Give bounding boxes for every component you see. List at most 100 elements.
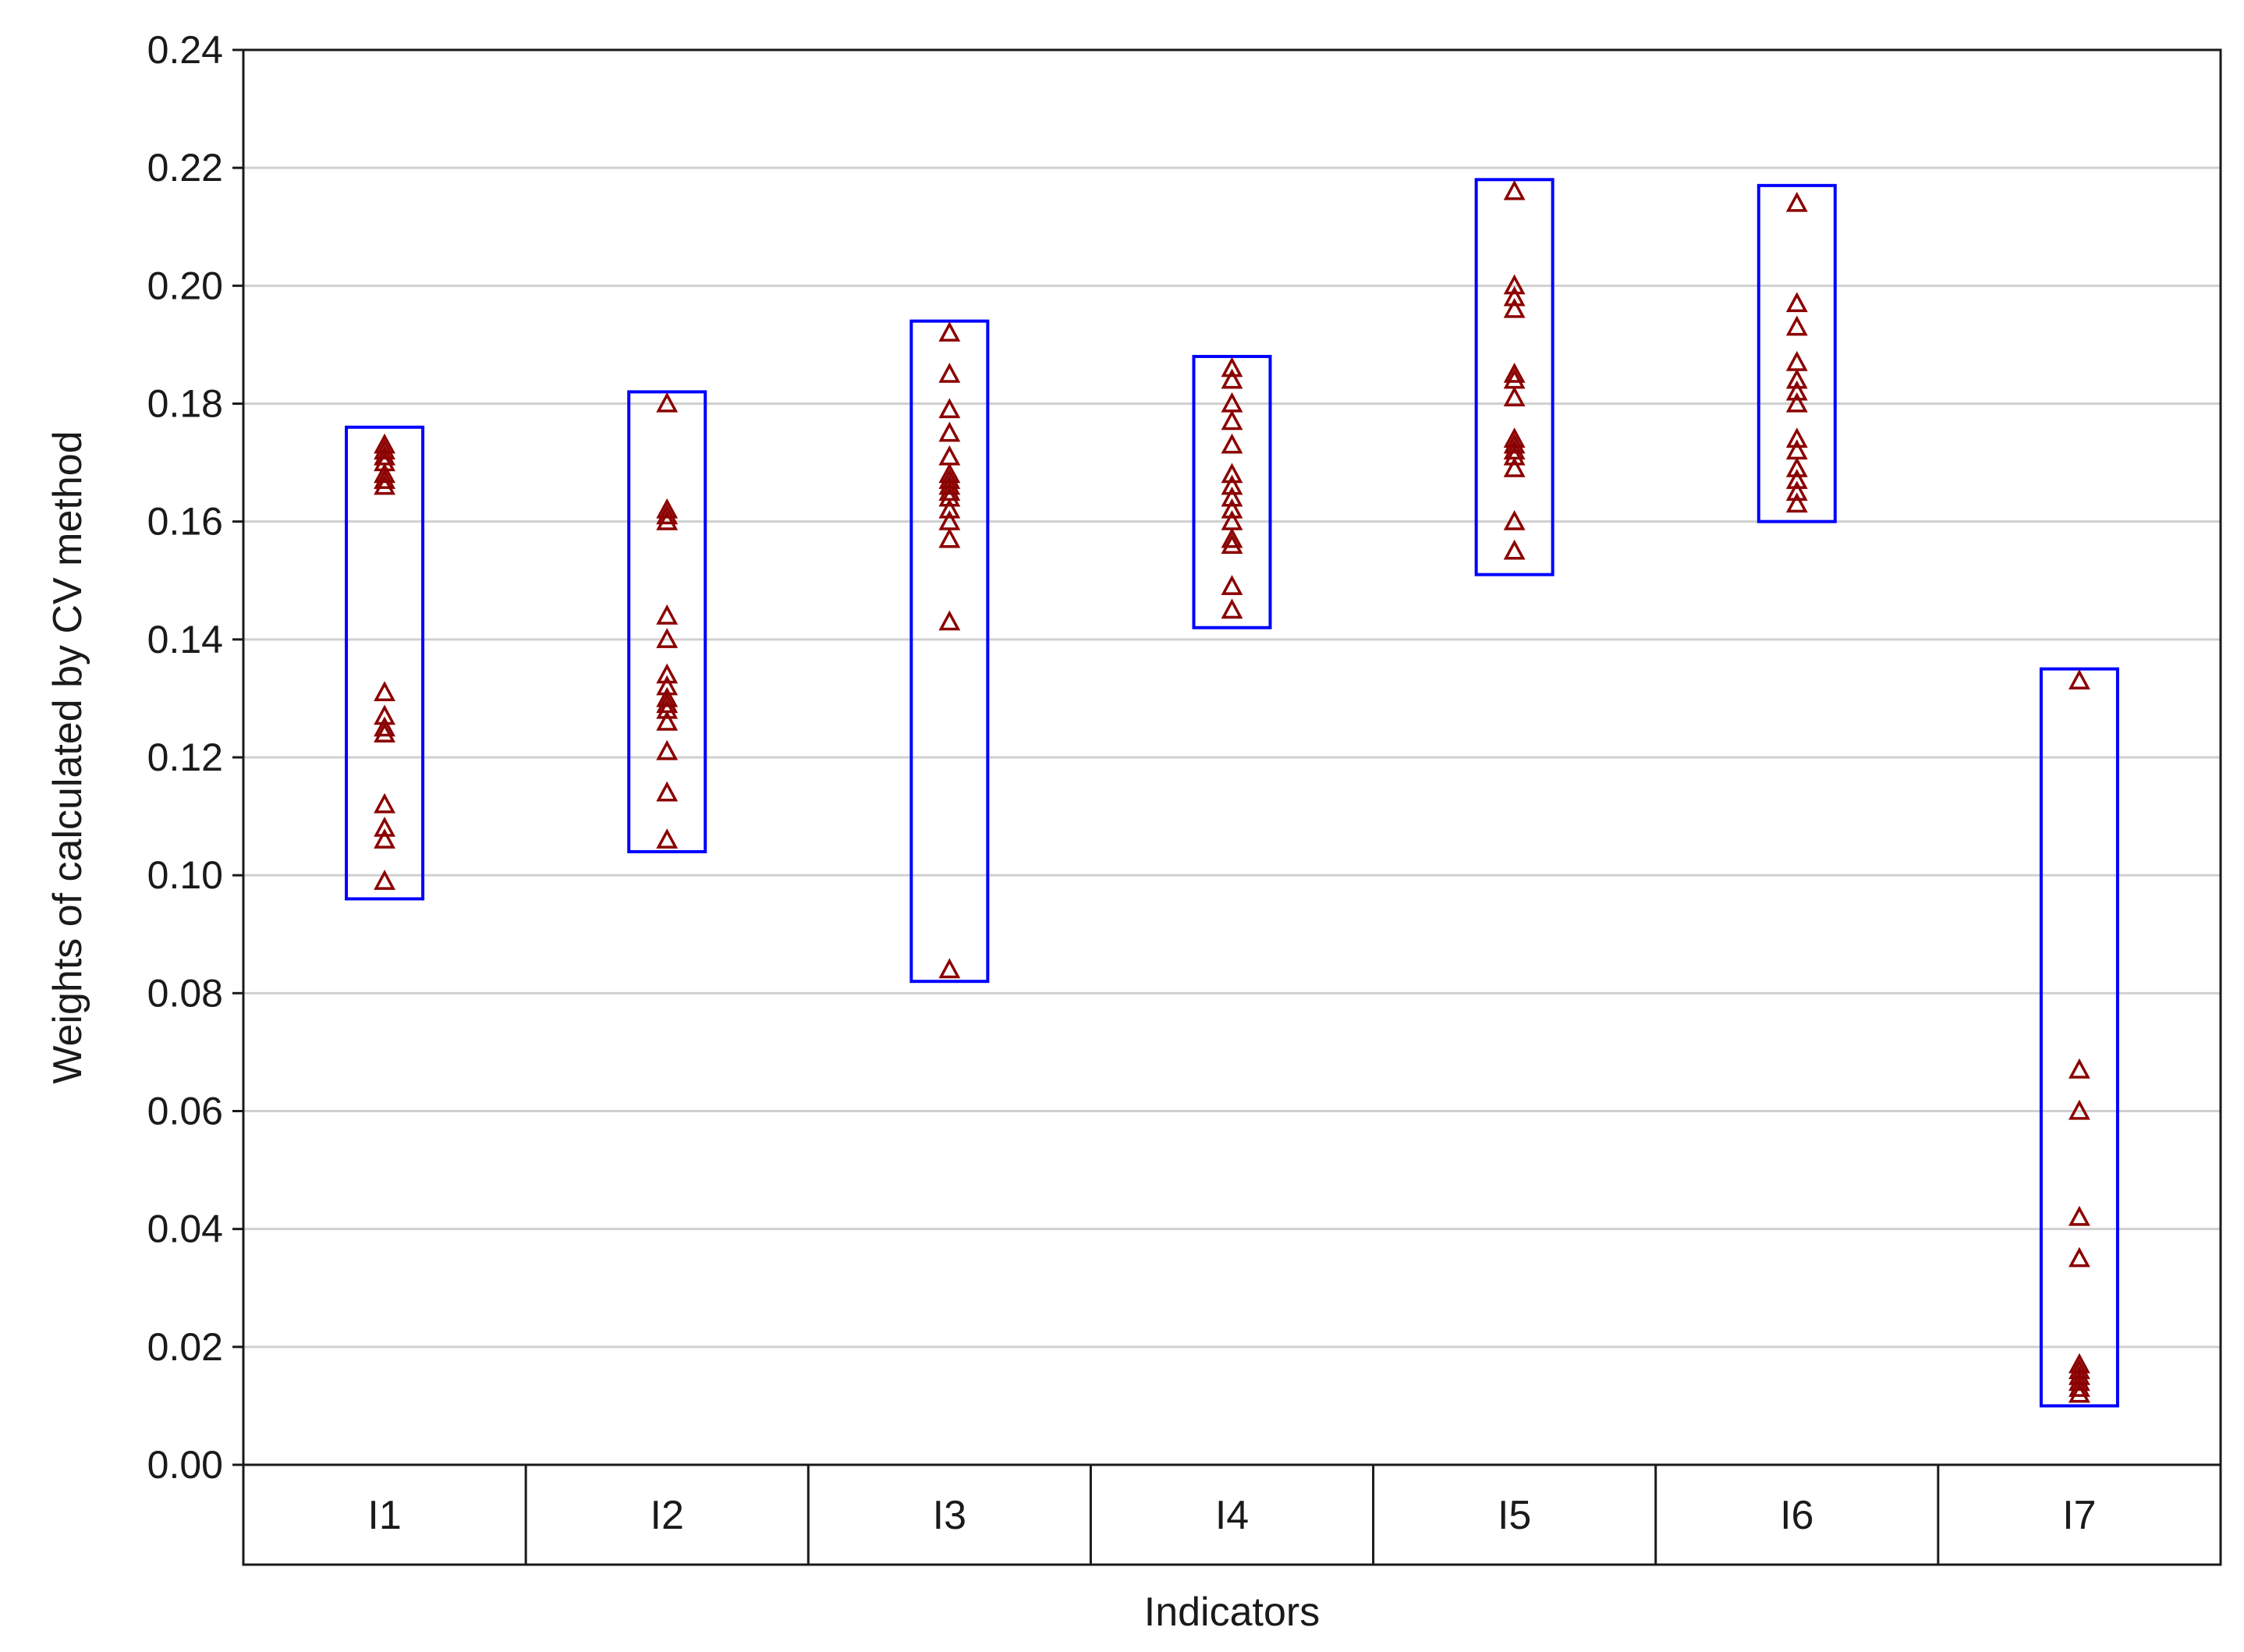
y-axis-title: Weights of calculated by CV method <box>45 431 90 1083</box>
data-point <box>1221 433 1243 454</box>
data-point <box>2068 669 2090 690</box>
data-point <box>656 686 679 707</box>
data-point <box>1503 456 1526 477</box>
data-point <box>938 445 961 466</box>
data-point <box>1785 456 1808 477</box>
data-point <box>2068 1382 2090 1403</box>
y-tick-label: 0.08 <box>147 971 223 1015</box>
data-point <box>1785 368 1808 389</box>
data-point <box>1785 392 1808 413</box>
data-point <box>374 474 396 495</box>
y-tick-label: 0.04 <box>147 1207 223 1251</box>
data-point <box>1503 297 1526 318</box>
data-point <box>374 463 396 484</box>
y-tick-label: 0.12 <box>147 736 223 779</box>
data-point <box>1221 598 1243 619</box>
data-point <box>1503 363 1526 383</box>
data-point <box>374 681 396 701</box>
range-box-i6 <box>1757 183 1837 523</box>
data-point <box>374 828 396 849</box>
data-point <box>656 628 679 648</box>
y-tick-label: 0.00 <box>147 1443 223 1487</box>
data-point <box>938 527 961 548</box>
data-point <box>656 392 679 413</box>
data-point <box>374 792 396 814</box>
data-point <box>2068 1058 2090 1079</box>
y-tick-label: 0.22 <box>147 146 223 190</box>
data-point <box>1221 575 1243 595</box>
y-tick-label: 0.24 <box>147 28 223 72</box>
data-point <box>1503 179 1526 200</box>
data-point <box>938 474 961 495</box>
data-point <box>1785 492 1808 513</box>
data-point <box>1503 386 1526 407</box>
x-category-label: I3 <box>933 1493 966 1538</box>
data-point <box>1221 498 1243 519</box>
y-tick-label: 0.18 <box>147 382 223 426</box>
data-point <box>374 469 396 489</box>
range-box-i2 <box>627 390 707 853</box>
y-tick-label: 0.14 <box>147 618 223 661</box>
y-tick-label: 0.16 <box>147 500 223 544</box>
range-box-i4 <box>1192 355 1272 629</box>
data-point <box>1221 486 1243 507</box>
data-point <box>656 828 679 849</box>
data-point <box>1785 292 1808 313</box>
x-axis-title: Indicators <box>1144 1590 1320 1635</box>
data-point <box>938 610 961 631</box>
range-boxes <box>345 178 2119 1408</box>
data-point <box>656 739 679 760</box>
x-category-label: I2 <box>651 1493 684 1538</box>
range-box-i1 <box>345 425 425 901</box>
category-axis: I1 I2 I3 I4 I5 I6 I7 <box>242 1463 2222 1566</box>
data-point <box>1221 356 1243 378</box>
data-point <box>938 398 961 419</box>
data-point <box>938 958 961 979</box>
data-point <box>656 509 679 530</box>
range-box-i3 <box>909 319 990 984</box>
grid-lines <box>243 166 2221 1349</box>
data-point <box>374 870 396 890</box>
data-point <box>1785 350 1808 371</box>
data-point <box>1503 433 1526 454</box>
data-point <box>1221 463 1243 484</box>
data-point <box>656 663 679 684</box>
data-point <box>1503 274 1526 295</box>
data-points <box>374 179 2090 1403</box>
data-point <box>1221 474 1243 495</box>
range-box-i5 <box>1474 178 1554 576</box>
y-tick-label: 0.02 <box>147 1325 223 1369</box>
data-point <box>2068 1099 2090 1120</box>
x-category-label: I5 <box>1498 1493 1531 1538</box>
data-point <box>374 722 396 743</box>
data-point <box>656 604 679 625</box>
data-point <box>2068 1246 2090 1267</box>
data-point <box>938 321 961 342</box>
data-point <box>656 504 679 525</box>
data-point <box>2068 1205 2090 1226</box>
x-category-label: I1 <box>367 1493 401 1538</box>
category-frame <box>242 1463 2222 1566</box>
data-point <box>1785 191 1808 212</box>
data-point <box>1785 315 1808 336</box>
y-tick-label: 0.06 <box>147 1090 223 1133</box>
data-point <box>1503 509 1526 530</box>
x-category-label: I4 <box>1215 1493 1249 1538</box>
data-point <box>938 486 961 507</box>
data-point <box>1221 368 1243 389</box>
data-point <box>2068 1370 2090 1391</box>
data-point <box>656 781 679 802</box>
data-point <box>1785 380 1808 401</box>
data-point <box>656 498 679 519</box>
data-point <box>1503 445 1526 466</box>
data-point <box>1503 285 1526 307</box>
y-tick-label: 0.10 <box>147 853 223 897</box>
data-point <box>656 710 679 731</box>
data-point <box>1785 469 1808 489</box>
y-tick-label: 0.20 <box>147 264 223 307</box>
data-point <box>374 817 396 837</box>
data-point <box>1503 539 1526 560</box>
data-point <box>656 698 679 719</box>
data-point <box>2068 1377 2090 1397</box>
